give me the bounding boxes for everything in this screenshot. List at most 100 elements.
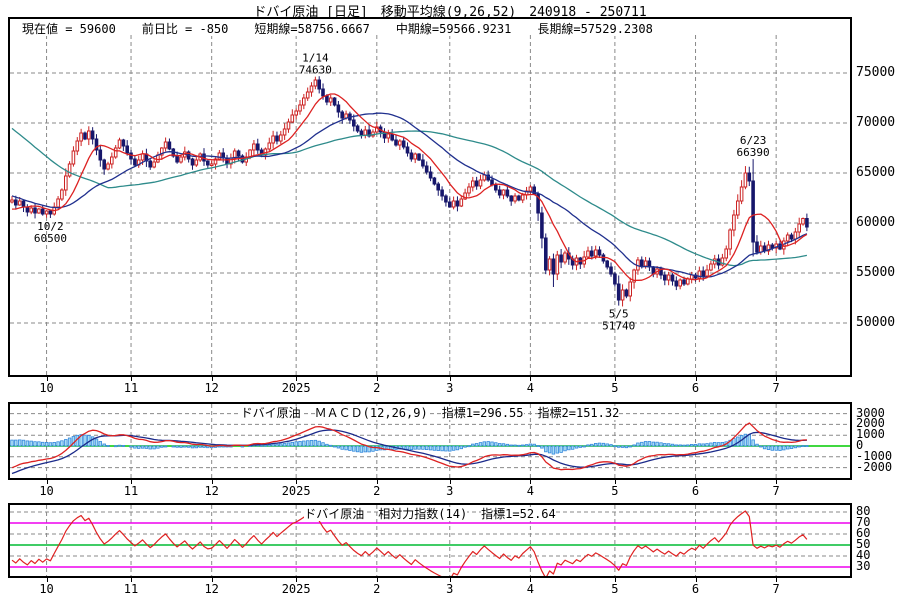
down-candle-body	[275, 135, 279, 142]
up-candle-body	[117, 139, 122, 149]
down-candle-body	[340, 111, 344, 119]
histogram-bar	[697, 443, 702, 447]
histogram-bar	[471, 443, 475, 447]
histogram-bar	[424, 445, 429, 450]
down-candle-body	[751, 180, 755, 243]
histogram-bar	[789, 445, 794, 449]
histogram-bar	[536, 445, 540, 447]
x-axis-label: 10	[39, 381, 54, 395]
histogram-bar	[624, 445, 629, 449]
histogram-bar	[682, 444, 686, 447]
histogram-bar	[348, 445, 352, 451]
histogram-bar	[455, 445, 460, 451]
down-candle-body	[332, 97, 337, 106]
down-candle-body	[90, 130, 95, 140]
histogram-bar	[302, 440, 306, 447]
histogram-bar	[352, 445, 356, 452]
y-axis-label: 50	[856, 537, 871, 551]
x-axis-label: 10	[39, 484, 54, 498]
histogram-bar	[263, 444, 268, 447]
up-candle-body	[547, 258, 552, 271]
histogram-bar	[325, 443, 329, 447]
histogram-bar	[574, 445, 579, 449]
up-candle-body	[309, 85, 314, 93]
histogram-bar	[609, 444, 613, 447]
up-candle-body	[513, 195, 517, 202]
down-candle-body	[40, 208, 45, 215]
up-candle-body	[113, 147, 118, 158]
macd-chart	[10, 404, 850, 478]
x-tick-mark	[376, 377, 378, 381]
histogram-bar	[766, 445, 771, 450]
down-candle-body	[494, 184, 498, 191]
histogram-bar	[559, 445, 563, 453]
histogram-bar	[432, 445, 437, 451]
histogram-bar	[640, 441, 644, 447]
up-candle-body	[724, 248, 729, 259]
up-candle-body	[56, 198, 60, 208]
up-candle-body	[252, 143, 256, 151]
up-candle-body	[471, 180, 475, 188]
y-axis-label: 1000	[856, 427, 885, 442]
down-candle-body	[505, 189, 510, 197]
histogram-bar	[444, 445, 448, 452]
short-ma-line	[11, 93, 808, 282]
x-tick-mark	[776, 480, 778, 484]
down-candle-body	[405, 146, 410, 154]
histogram-bar	[10, 439, 14, 447]
histogram-bar	[436, 445, 440, 451]
up-candle-body	[451, 200, 456, 208]
histogram-bar	[290, 441, 294, 447]
down-candle-body	[444, 195, 448, 203]
candlestick-panel: 現在値 = 59600 前日比 = -850 短期線=58756.6667 中期線=5…	[8, 17, 852, 377]
histogram-bar	[279, 443, 283, 447]
x-tick-mark	[449, 377, 451, 381]
x-tick-mark	[695, 578, 697, 582]
histogram-bar	[133, 445, 137, 449]
down-candle-body	[190, 158, 195, 166]
down-candle-body	[367, 129, 371, 137]
histogram-bar	[194, 445, 198, 449]
x-axis-label: 4	[526, 484, 535, 498]
histogram-bar	[782, 445, 786, 451]
down-candle-body	[755, 241, 759, 253]
histogram-bar	[643, 441, 648, 447]
y-axis-label: 50000	[856, 315, 896, 330]
down-candle-body	[624, 289, 629, 297]
histogram-bar	[701, 443, 705, 447]
medium-ma-line	[11, 112, 808, 278]
up-candle-body	[797, 223, 802, 233]
histogram-bar	[33, 441, 37, 447]
histogram-bar	[29, 440, 33, 447]
down-candle-body	[94, 138, 99, 151]
x-axis-label: 4	[526, 381, 535, 395]
down-candle-body	[236, 150, 241, 157]
x-tick-mark	[776, 377, 778, 381]
down-candle-body	[670, 274, 675, 282]
up-candle-body	[29, 207, 33, 213]
histogram-bar	[567, 445, 571, 451]
x-tick-mark	[296, 480, 298, 484]
x-axis-label: 7	[772, 381, 780, 395]
down-candle-body	[616, 283, 621, 301]
histogram-bar	[25, 440, 30, 447]
x-tick-mark	[376, 480, 378, 484]
up-candle-body	[459, 198, 464, 207]
up-candle-body	[213, 158, 218, 165]
histogram-bar	[340, 445, 344, 450]
histogram-bar	[417, 445, 421, 450]
day-change-readout: 前日比 = -850	[141, 22, 229, 36]
down-candle-body	[674, 280, 679, 287]
histogram-bar	[117, 444, 122, 447]
y-axis-label: 55000	[856, 265, 896, 280]
up-candle-body	[743, 172, 748, 188]
down-candle-body	[325, 95, 329, 103]
up-candle-body	[593, 249, 598, 257]
histogram-bar	[371, 445, 375, 452]
histogram-bar	[382, 445, 387, 451]
histogram-bar	[670, 443, 675, 447]
up-candle-body	[467, 186, 471, 194]
down-candle-body	[336, 104, 341, 113]
histogram-bar	[544, 445, 548, 453]
histogram-bar	[129, 445, 133, 448]
